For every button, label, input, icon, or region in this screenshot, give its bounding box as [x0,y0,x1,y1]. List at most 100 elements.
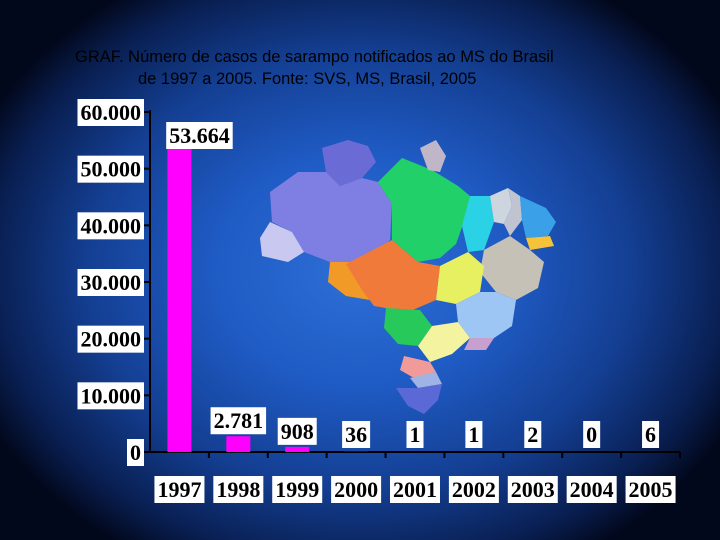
category-label-2002-background [448,476,499,503]
data-labels: 53.664 2.781 908 36 1 1 2 0 6 [166,122,660,448]
category-label-2004-group: 2004 [566,476,617,503]
chart-title: GRAF. Número de casos de sarampo notific… [0,46,720,90]
map-state-parana [400,356,436,378]
y-tick-label: 40.000 [81,213,142,238]
data-label-2004: 0 [586,422,597,447]
data-label-2001-background [406,421,424,448]
y-tick-label: 60.000 [81,100,142,125]
y-tick-label: 0 [130,440,141,465]
map-state-maranhao [490,188,512,224]
data-label-2003: 2 [527,422,538,447]
y-tick-label-group: 50.000 [77,155,144,183]
x-axis-categories: 1997 1998 1999 2000 2001 2002 2003 2004 2005 [154,452,681,503]
y-tick-label-group: 60.000 [77,99,144,126]
map-state-bahia [480,236,544,300]
y-tick-label-group: 40.000 [77,212,144,240]
data-label-1997-background [166,122,233,149]
map-state-santa-catarina [410,372,442,388]
category-label-1999: 1999 [275,477,319,502]
category-label-2004: 2004 [570,477,614,502]
category-label-1998-background [213,476,264,503]
map-state-piaui [504,188,522,236]
map-state-acre [260,222,304,262]
data-label-2005-group: 6 [642,421,660,448]
chart-title-line-2: de 1997 a 2005. Fonte: SVS, MS, Brasil, … [138,70,477,88]
bar-1997 [167,147,192,453]
category-label-2001: 2001 [393,477,437,502]
map-state-mato-grosso [346,240,440,312]
map-state-rio-de-janeiro [464,338,494,350]
data-label-2001: 1 [410,422,421,447]
data-label-2004-background [583,421,601,448]
y-tick-label: 30.000 [81,270,142,295]
map-state-sao-paulo [418,322,470,362]
data-label-2001-group: 1 [406,421,424,448]
category-label-2003: 2003 [511,477,555,502]
bar-series [167,147,663,453]
map-state-rio-grande-do-sul [396,384,442,414]
category-label-2000: 2000 [334,477,378,502]
category-label-2004-background [566,476,617,503]
bar-1999 [285,446,310,452]
data-label-1998-group: 2.781 [210,407,267,435]
category-label-1997: 1997 [157,477,201,502]
data-label-1999-background [277,417,317,445]
category-label-2005: 2005 [629,477,673,502]
y-tick-label-background [77,269,144,296]
category-label-1998: 1998 [216,477,260,502]
category-label-1997-group: 1997 [154,476,205,503]
y-tick-label: 10.000 [81,383,142,408]
brazil-map-illustration [260,140,556,414]
category-label-1998-group: 1998 [213,476,264,503]
category-label-2005-group: 2005 [625,476,676,503]
map-state-pernambuco [526,236,554,250]
y-tick-label-background [77,212,144,240]
data-label-2000-group: 36 [342,421,371,448]
chart-title-line-1: GRAF. Número de casos de sarampo notific… [75,48,554,66]
y-tick-label-background [77,155,144,183]
category-label-1997-background [154,476,205,503]
category-label-2000-group: 2000 [331,476,382,503]
y-tick-label-background [77,99,144,126]
category-label-2003-background [507,476,558,503]
data-label-2005: 6 [645,422,656,447]
category-label-2001-background [390,476,440,503]
bar-1998 [226,436,251,452]
data-label-1998-background [210,407,267,435]
data-label-2000-background [342,421,371,448]
y-tick-label: 20.000 [81,327,142,352]
map-state-mato-grosso-do-sul [384,308,432,346]
data-label-1998: 2.781 [214,408,264,433]
category-label-2002-group: 2002 [448,476,499,503]
data-label-2005-background [642,421,660,448]
data-label-2002: 1 [468,422,479,447]
y-tick-label-group: 10.000 [77,382,144,410]
category-label-1999-background [272,476,323,503]
y-tick-label-group: 30.000 [77,269,144,296]
map-state-amapa [420,140,446,172]
map-state-para [378,158,470,262]
category-label-2001-group: 2001 [390,476,440,503]
y-tick-label-background [77,382,144,410]
category-label-2005-background [625,476,676,503]
category-label-1999-group: 1999 [272,476,323,503]
data-label-1999: 908 [281,419,314,444]
data-label-1999-group: 908 [277,417,317,445]
data-label-1997-group: 53.664 [166,122,233,149]
y-axis-ticks: 0 10.000 20.000 30.000 40.000 50.000 60.000 [77,99,150,466]
map-state-goias [436,252,484,304]
category-label-2003-group: 2003 [507,476,558,503]
data-label-2003-background [524,421,542,448]
category-label-2000-background [331,476,382,503]
category-label-2002: 2002 [452,477,496,502]
y-tick-label-background [77,325,144,353]
y-tick-label: 50.000 [81,157,142,182]
map-state-ceara-etc [520,196,556,238]
data-label-2000: 36 [345,422,367,447]
y-tick-label-group: 20.000 [77,325,144,353]
map-state-roraima [322,140,376,186]
data-label-2003-group: 2 [524,421,542,448]
data-label-2002-background [465,421,483,448]
